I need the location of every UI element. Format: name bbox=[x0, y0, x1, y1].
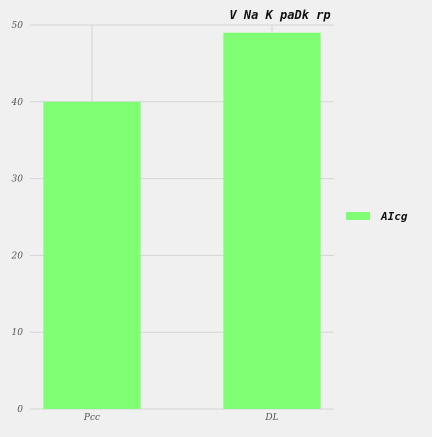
x-tick-label: DL bbox=[264, 413, 278, 423]
y-tick-label: 20 bbox=[11, 251, 24, 261]
legend-label: AIcg bbox=[380, 210, 408, 223]
x-tick-label: Pcc bbox=[83, 413, 100, 423]
bar bbox=[43, 101, 141, 410]
x-axis-ticks: Pcc DL bbox=[83, 413, 279, 423]
chart-title: V Na K paDk rp bbox=[229, 8, 330, 22]
y-tick-label: 40 bbox=[11, 98, 24, 108]
bar bbox=[223, 32, 321, 410]
y-tick-label: 30 bbox=[12, 175, 24, 185]
y-tick-label: 0 bbox=[17, 405, 23, 415]
bars bbox=[43, 32, 321, 410]
y-tick-label: 10 bbox=[12, 328, 24, 338]
y-axis-ticks: 0 10 20 30 40 50 bbox=[11, 21, 24, 415]
legend: AIcg bbox=[346, 210, 408, 223]
y-tick-label: 50 bbox=[12, 21, 24, 31]
legend-swatch bbox=[346, 212, 370, 220]
